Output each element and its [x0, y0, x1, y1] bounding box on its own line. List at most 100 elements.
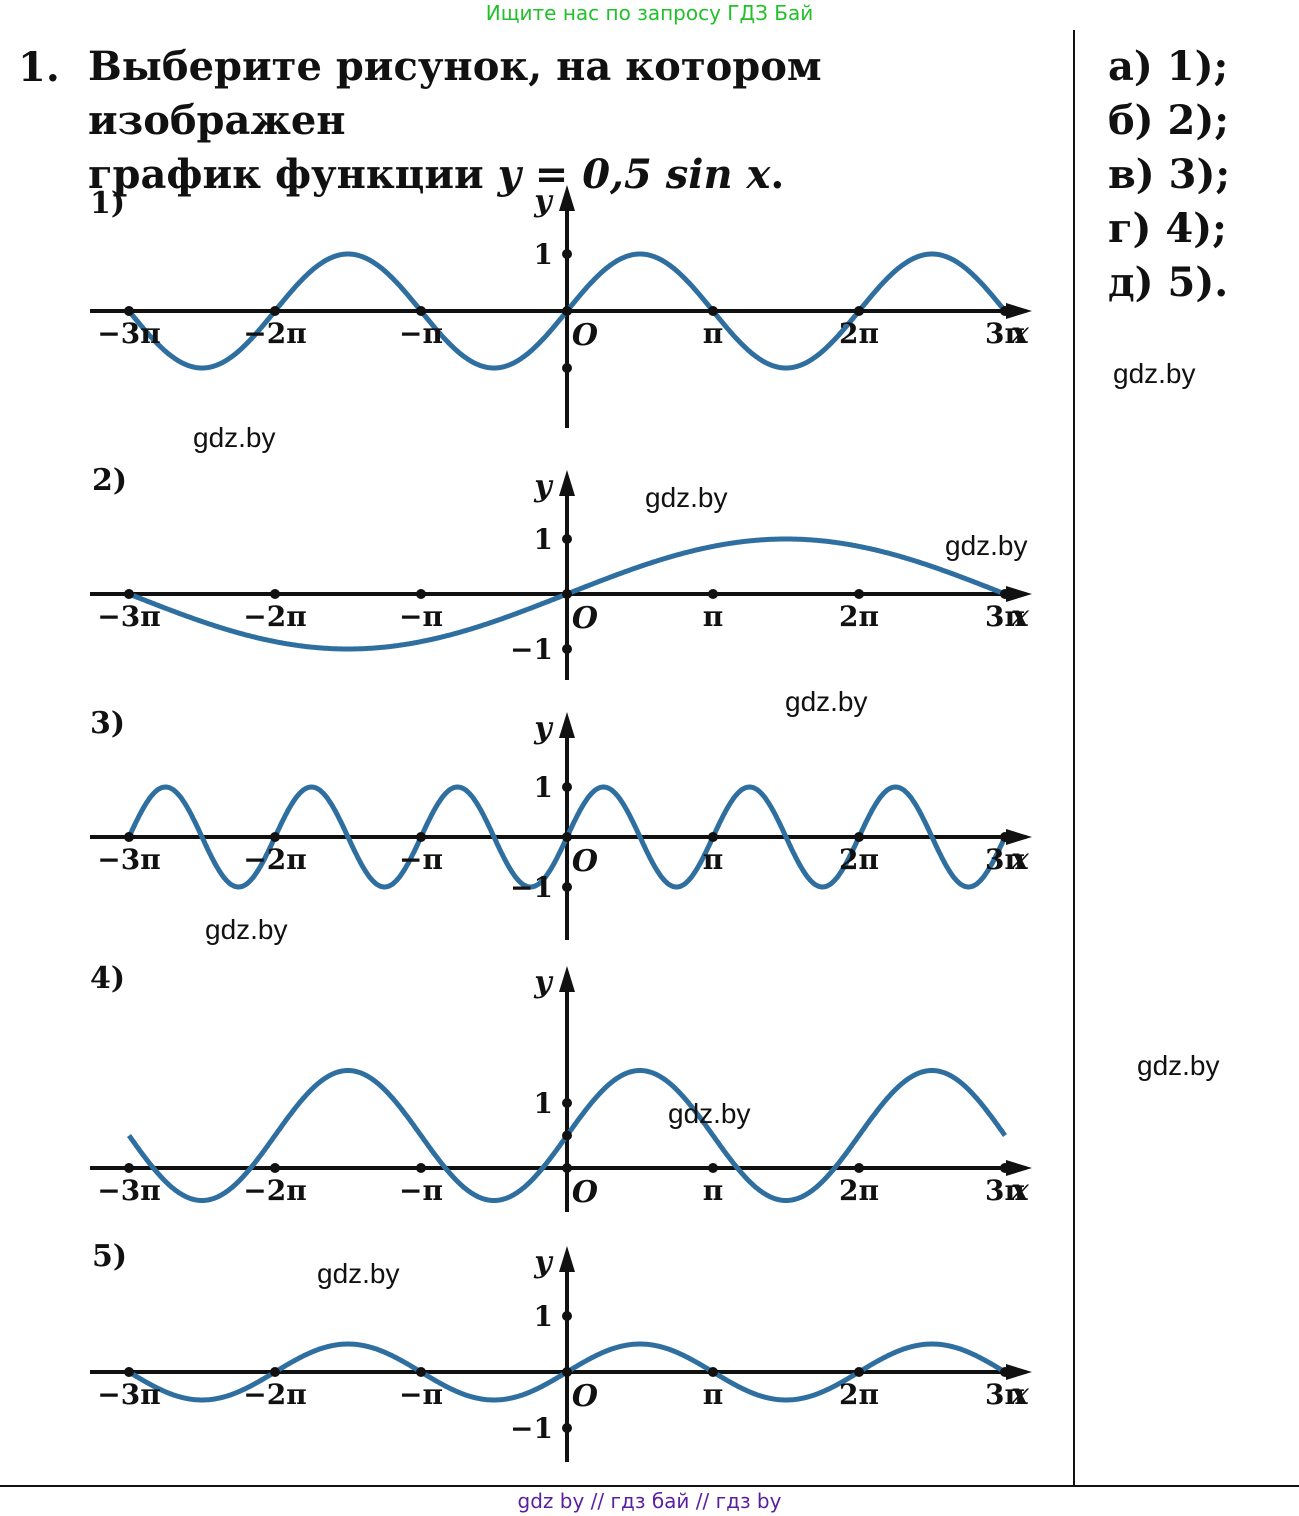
x-tick-label: −2π	[243, 1174, 306, 1207]
x-tick-dot	[416, 1367, 426, 1377]
y-tick-dot	[562, 249, 572, 259]
answer-option-g[interactable]: г) 4);	[1108, 205, 1227, 252]
x-tick-label: −2π	[243, 317, 306, 350]
x-tick-label: 2π	[839, 1378, 879, 1411]
y-tick-dot	[562, 882, 572, 892]
x-axis-name: x	[1010, 842, 1030, 877]
answer-option-b[interactable]: б) 2);	[1108, 97, 1230, 144]
origin-dot	[562, 1163, 572, 1173]
origin-label: O	[572, 844, 598, 879]
y-tick-label: −1	[510, 871, 553, 904]
x-tick-label: 2π	[839, 1174, 879, 1207]
y-tick-dot	[562, 1311, 572, 1321]
footer-divider	[0, 1485, 1299, 1487]
x-axis-arrow	[1006, 586, 1032, 602]
y-axis-name: y	[533, 184, 554, 219]
x-tick-label: 3π	[985, 1174, 1025, 1207]
x-tick-dot	[416, 832, 426, 842]
y-axis-arrow	[559, 470, 575, 496]
task-text-line2-prefix: график функции	[88, 151, 498, 198]
x-tick-dot	[708, 589, 718, 599]
x-tick-dot	[270, 1163, 280, 1173]
x-tick-dot	[708, 306, 718, 316]
y-tick-label: 1	[534, 523, 553, 556]
footer-links[interactable]: gdz by // гдз бай // гдз by	[517, 1489, 782, 1513]
x-tick-label: −3π	[97, 1174, 160, 1207]
x-tick-dot	[416, 589, 426, 599]
watermark: gdz.by	[317, 1258, 400, 1289]
x-tick-dot	[854, 589, 864, 599]
x-tick-label: −2π	[243, 1378, 306, 1411]
x-tick-dot	[416, 306, 426, 316]
x-axis-arrow	[1006, 303, 1032, 319]
x-tick-dot	[270, 1367, 280, 1377]
y-tick-label: 1	[534, 238, 553, 271]
origin-label: O	[572, 601, 598, 636]
watermark: gdz.by	[668, 1098, 751, 1129]
x-tick-label: −2π	[243, 843, 306, 876]
graph-number-label: 5)	[92, 1239, 127, 1274]
x-tick-label: 2π	[839, 843, 879, 876]
origin-label: O	[572, 1379, 598, 1414]
x-axis-name: x	[1010, 1173, 1030, 1208]
x-tick-label: 3π	[985, 317, 1025, 350]
watermark: gdz.by	[785, 686, 868, 717]
x-tick-dot	[854, 832, 864, 842]
x-axis-name: x	[1010, 599, 1030, 634]
origin-dot	[562, 1367, 572, 1377]
x-tick-dot	[124, 832, 134, 842]
graph-number-label: 3)	[90, 706, 125, 741]
y-tick-dot	[562, 1130, 572, 1141]
x-tick-dot	[854, 306, 864, 316]
y-tick-dot	[562, 1098, 572, 1108]
x-axis-arrow	[1006, 1160, 1032, 1176]
answer-option-a[interactable]: а) 1);	[1108, 43, 1229, 90]
x-tick-label: 2π	[839, 600, 879, 633]
x-axis-name: x	[1010, 316, 1030, 351]
x-tick-dot	[708, 1367, 718, 1377]
x-tick-label: −3π	[97, 600, 160, 633]
x-tick-label: 3π	[985, 1378, 1025, 1411]
x-tick-label: −π	[399, 843, 443, 876]
x-axis-arrow	[1006, 1364, 1032, 1380]
x-tick-label: −2π	[243, 600, 306, 633]
answer-option-v[interactable]: в) 3);	[1108, 151, 1231, 198]
answer-option-d[interactable]: д) 5).	[1108, 259, 1229, 306]
graph-number-label: 2)	[92, 463, 127, 498]
y-tick-dot	[562, 534, 572, 544]
x-tick-dot	[1000, 1163, 1010, 1173]
x-axis-arrow	[1006, 829, 1032, 845]
task-formula: y = 0,5 sin x	[497, 151, 771, 198]
watermark: gdz.by	[645, 482, 728, 513]
x-tick-label: π	[703, 1174, 724, 1207]
x-tick-label: 3π	[985, 843, 1025, 876]
origin-dot	[562, 589, 572, 599]
watermark: gdz.by	[1113, 358, 1196, 389]
x-tick-label: π	[703, 317, 724, 350]
y-tick-dot	[562, 1423, 572, 1433]
task-text: Выберите рисунок, на котором изображен г…	[88, 40, 1028, 202]
x-tick-dot	[270, 832, 280, 842]
y-tick-dot	[562, 363, 572, 373]
watermark: gdz.by	[945, 530, 1028, 561]
watermark: gdz.by	[205, 914, 288, 945]
x-tick-dot	[1000, 306, 1010, 316]
x-tick-label: −π	[399, 1174, 443, 1207]
x-tick-dot	[854, 1367, 864, 1377]
watermark: gdz.by	[193, 422, 276, 453]
x-tick-dot	[708, 832, 718, 842]
search-banner[interactable]: Ищите нас по запросу ГДЗ Бай	[485, 1, 814, 25]
y-axis-name: y	[533, 965, 554, 1000]
origin-dot	[562, 306, 572, 316]
x-tick-dot	[124, 1163, 134, 1173]
y-tick-dot	[562, 644, 572, 654]
y-axis-arrow	[559, 1246, 575, 1272]
x-tick-dot	[1000, 1367, 1010, 1377]
x-tick-dot	[124, 306, 134, 316]
x-tick-dot	[708, 1163, 718, 1173]
x-tick-dot	[270, 306, 280, 316]
y-tick-label: −1	[510, 633, 553, 666]
y-axis-name: y	[533, 469, 554, 504]
x-tick-label: 3π	[985, 600, 1025, 633]
